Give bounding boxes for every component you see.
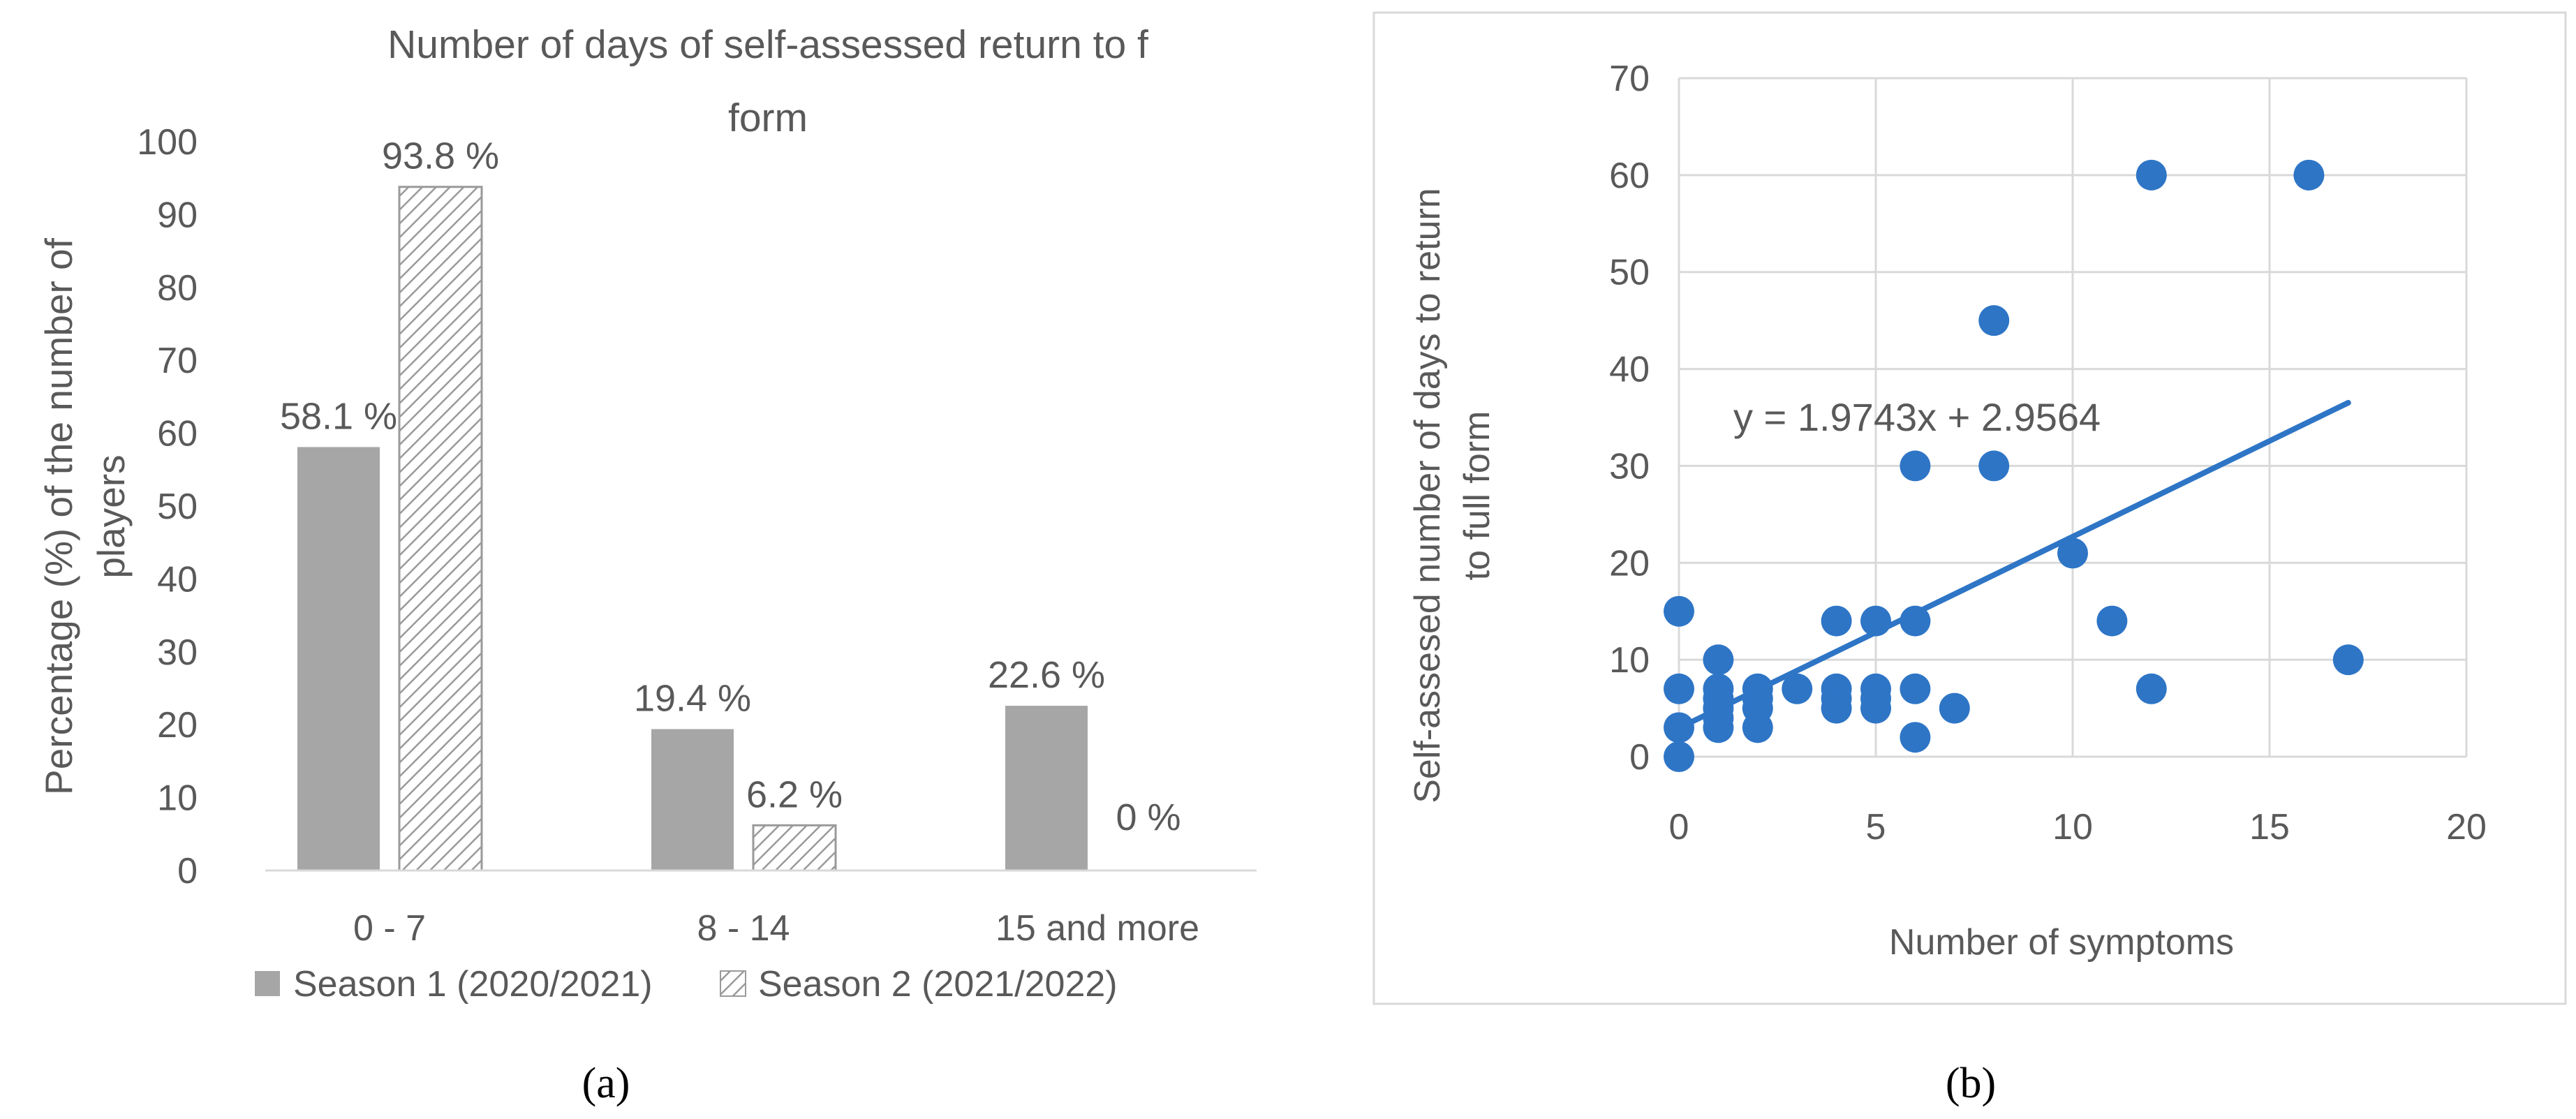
bar-data-labels: 58.1 % 19.4 % 22.6 % 93.8 % 6.2 % 0 % [280, 135, 1181, 838]
x-tick-label: 10 [2052, 807, 2093, 847]
y-tick-label: 30 [1609, 446, 1650, 487]
scatter-point [1900, 450, 1931, 482]
bar-data-label: 6.2 % [746, 773, 843, 815]
caption-b: (b) [1946, 1060, 1996, 1107]
scatter-point [1900, 605, 1931, 637]
x-tick-label: 0 [1669, 807, 1689, 847]
bar-data-label: 0 % [1116, 796, 1180, 838]
legend-swatch-season2 [720, 970, 746, 997]
scatter-point [1664, 673, 1694, 704]
bars [297, 186, 1088, 872]
y-tick-label: 90 [157, 195, 198, 235]
x-tick-labels: 0 - 7 8 - 14 15 and more [353, 908, 1199, 949]
y-tick-label: 10 [1609, 640, 1650, 681]
x-tick-label: 15 and more [995, 908, 1199, 949]
x-tick-label: 15 [2249, 807, 2290, 847]
scatter-point [1664, 712, 1694, 743]
y-axis-label-line2: players [89, 454, 133, 578]
caption-a: (a) [582, 1060, 630, 1107]
bar-chart-panel: Number of days of self-assessed return t… [37, 0, 1372, 1107]
trendline-equation: y = 1.9743x + 2.9564 [1733, 395, 2101, 439]
y-tick-labels: 0 10 20 30 40 50 60 70 80 90 100 [137, 122, 198, 891]
y-tick-label: 70 [1609, 59, 1650, 99]
legend-swatch-season1 [255, 971, 280, 996]
scatter-point [1821, 605, 1852, 637]
scatter-point [1664, 741, 1694, 772]
scatter-point [1860, 692, 1891, 724]
bar-season2 [398, 186, 483, 872]
y-tick-label: 60 [1609, 156, 1650, 196]
trendline [1676, 399, 2351, 731]
gridlines [1678, 77, 2468, 758]
legend-label-season1: Season 1 (2020/2021) [293, 964, 653, 1005]
scatter-point [1860, 605, 1891, 637]
scatter-point [2057, 538, 2088, 569]
scatter-point [2096, 605, 2128, 637]
bar-data-label: 93.8 % [382, 135, 499, 177]
scatter-point [1939, 692, 1970, 724]
y-tick-label: 0 [1629, 737, 1650, 778]
bar-season1 [651, 729, 734, 870]
scatter-chart-panel: 0 10 20 30 40 50 60 70 0 5 10 15 20 y = 1.9743x + 2… [1372, 11, 2567, 1107]
x-tick-labels: 0 5 10 15 20 [1669, 807, 2487, 847]
y-axis-label-line1: Self-assesed number of days to return [1407, 188, 1448, 803]
y-tick-label: 30 [157, 632, 198, 673]
y-tick-label: 20 [1609, 543, 1650, 584]
chart-frame [1372, 11, 2567, 1005]
bar-data-label: 58.1 % [280, 395, 397, 437]
scatter-point [1978, 305, 2010, 336]
y-axis-label-line1: Percentage (%) of the number of [37, 237, 80, 795]
x-tick-label: 5 [1866, 807, 1886, 847]
bar-season1 [297, 447, 380, 870]
scatter-point [2293, 159, 2325, 191]
scatter-point [1900, 722, 1931, 753]
y-tick-label: 100 [137, 122, 198, 163]
x-tick-label: 20 [2446, 807, 2487, 847]
x-tick-label: 8 - 14 [697, 908, 790, 949]
scatter-point [2332, 644, 2364, 676]
scatter-point [1703, 712, 1734, 743]
y-tick-label: 50 [1609, 253, 1650, 293]
y-tick-labels: 0 10 20 30 40 50 60 70 [1609, 59, 1650, 778]
y-tick-label: 60 [157, 414, 198, 454]
scatter-point [1978, 450, 2010, 482]
y-tick-label: 40 [1609, 350, 1650, 390]
bar-season2 [752, 824, 837, 872]
y-tick-label: 20 [157, 705, 198, 746]
bar-data-label: 19.4 % [634, 677, 751, 719]
scatter-points [1664, 159, 2364, 772]
scatter-point [1782, 673, 1813, 704]
y-axis-label-line2: to full form [1457, 411, 1497, 581]
scatter-point [1664, 595, 1694, 627]
chart-title-line1: Number of days of self-assessed return t… [387, 22, 1148, 67]
legend: Season 1 (2020/2021) Season 2 (2021/2022… [255, 964, 1118, 1005]
scatter-point [1742, 712, 1773, 743]
scatter-point [1821, 692, 1852, 724]
y-tick-label: 80 [157, 268, 198, 309]
scatter-point [2135, 159, 2167, 191]
bar-data-label: 22.6 % [988, 654, 1105, 696]
panel-a-crop-edge [1260, 0, 1372, 977]
scatter-point [1703, 644, 1734, 676]
y-tick-label: 40 [157, 559, 198, 600]
y-tick-label: 70 [157, 341, 198, 381]
x-tick-label: 0 - 7 [353, 908, 426, 949]
bar-season1 [1005, 706, 1088, 870]
y-tick-label: 10 [157, 778, 198, 819]
y-tick-label: 50 [157, 487, 198, 527]
x-axis-label: Number of symptoms [1889, 922, 2234, 963]
trendline-line [1676, 399, 2351, 731]
legend-label-season2: Season 2 (2021/2022) [758, 964, 1118, 1005]
chart-title-line2: form [728, 96, 808, 140]
scatter-point [2135, 673, 2167, 704]
scatter-point [1900, 673, 1931, 704]
y-tick-label: 0 [177, 851, 198, 891]
